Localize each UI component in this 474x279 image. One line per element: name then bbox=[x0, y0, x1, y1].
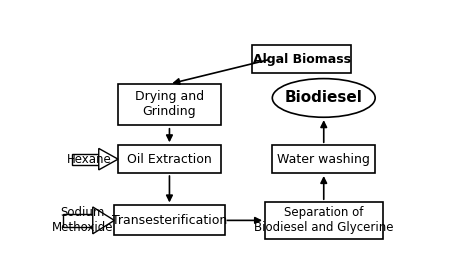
Text: Sodium
Methoxide: Sodium Methoxide bbox=[52, 206, 113, 234]
FancyBboxPatch shape bbox=[72, 154, 99, 165]
Polygon shape bbox=[93, 207, 114, 234]
Text: Hexane: Hexane bbox=[67, 153, 112, 166]
FancyBboxPatch shape bbox=[118, 145, 221, 173]
FancyBboxPatch shape bbox=[265, 202, 383, 239]
Ellipse shape bbox=[272, 79, 375, 117]
FancyBboxPatch shape bbox=[252, 45, 351, 73]
FancyBboxPatch shape bbox=[63, 214, 93, 227]
FancyBboxPatch shape bbox=[118, 84, 221, 125]
Text: Biodiesel: Biodiesel bbox=[285, 90, 363, 105]
Text: Drying and
Grinding: Drying and Grinding bbox=[135, 90, 204, 118]
FancyBboxPatch shape bbox=[272, 145, 375, 173]
Text: Algal Biomass: Algal Biomass bbox=[253, 53, 351, 66]
Text: Water washing: Water washing bbox=[277, 153, 370, 166]
Text: Transesterification: Transesterification bbox=[112, 214, 227, 227]
FancyBboxPatch shape bbox=[114, 205, 225, 235]
Polygon shape bbox=[99, 148, 118, 170]
Text: Separation of
Biodiesel and Glycerine: Separation of Biodiesel and Glycerine bbox=[254, 206, 393, 234]
Text: Oil Extraction: Oil Extraction bbox=[127, 153, 212, 166]
